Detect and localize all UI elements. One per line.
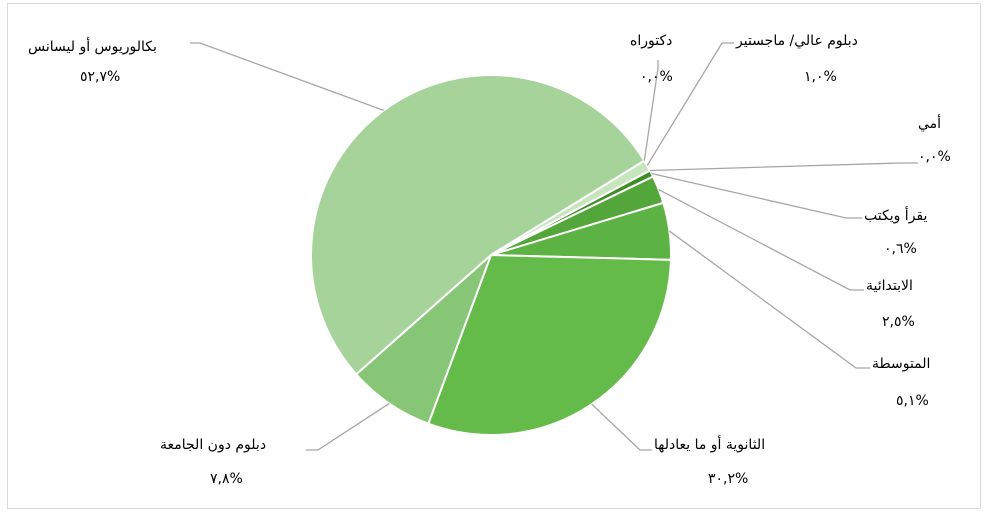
leader-line-diploma — [306, 402, 390, 451]
label-diploma: دبلوم دون الجامعة — [160, 437, 267, 453]
leader-line-bachelor — [190, 42, 385, 112]
value-read-write: %٠,٦ — [884, 241, 917, 257]
value-intermediate: %٥,١ — [896, 393, 929, 409]
value-diploma: %٧,٨ — [210, 471, 243, 487]
leader-line-intermediate — [669, 230, 870, 369]
leader-line-illiterate — [649, 162, 918, 172]
pie-slice-secondary — [427, 253, 672, 436]
label-doctorate: دكتوراه — [630, 33, 673, 49]
leader-line-read-write — [651, 172, 862, 219]
leader-line-doctorate — [643, 60, 659, 161]
label-illiterate: أمي — [918, 116, 942, 132]
leader-line-primary — [658, 188, 864, 291]
leader-line-masters — [646, 42, 734, 166]
label-intermediate: المتوسطة — [872, 356, 931, 372]
label-primary: الابتدائية — [866, 278, 913, 294]
label-read-write: يقرأ ويكتب — [864, 208, 928, 224]
value-bachelor: %٥٢,٧ — [80, 69, 121, 85]
value-secondary: %٣٠,٢ — [708, 471, 749, 487]
label-secondary: الثانوية أو ما يعادلها — [654, 437, 766, 453]
value-masters: %١,٠ — [804, 69, 837, 85]
label-bachelor: بكالوريوس أو ليسانس — [28, 39, 157, 55]
value-primary: %٢,٥ — [882, 314, 915, 330]
value-illiterate: %٠,٠ — [918, 149, 951, 165]
label-masters: دبلوم عالي/ ماجستير — [736, 33, 858, 49]
leader-line-secondary — [591, 403, 652, 451]
value-doctorate: %٠,٠ — [640, 69, 673, 85]
